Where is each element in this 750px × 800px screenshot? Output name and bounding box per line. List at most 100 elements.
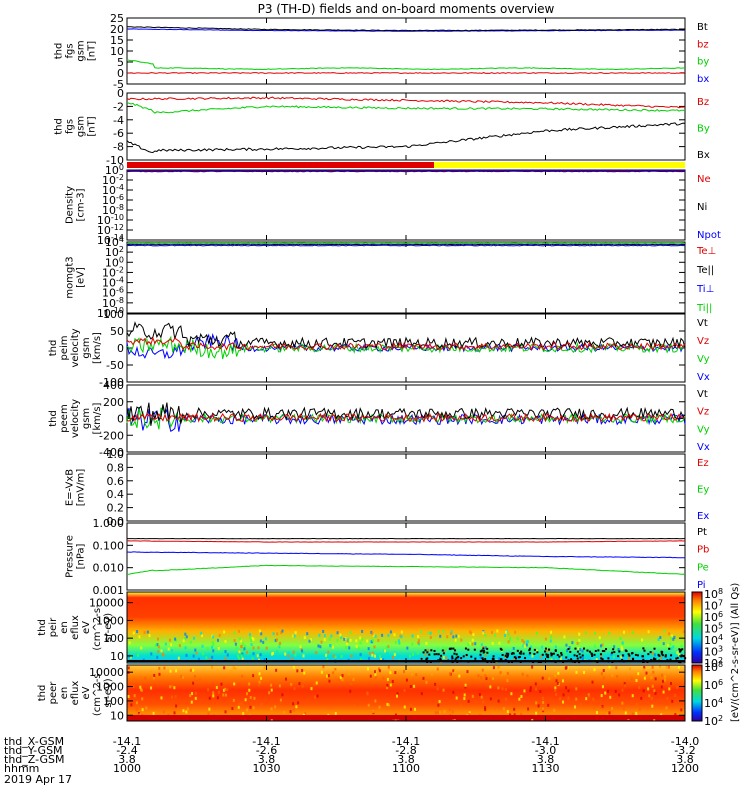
spectrogram-cell xyxy=(189,668,192,672)
y-axis-label-line: velocity xyxy=(70,399,81,438)
spectrogram-cell xyxy=(499,647,502,650)
spectrogram-cell xyxy=(535,701,538,705)
spectrogram-cell xyxy=(578,632,581,636)
spectrogram-cell xyxy=(632,657,635,660)
spectrogram-cell xyxy=(518,697,521,701)
y-tick-label: -400 xyxy=(99,446,124,459)
spectrogram-cell xyxy=(248,688,251,692)
spectrogram-cell xyxy=(565,686,568,690)
y-axis-label: thd peem velocity gsm [km/s] xyxy=(48,399,103,438)
spectrogram-cell xyxy=(547,656,550,659)
spectrogram-cell xyxy=(242,642,245,646)
spectrogram-cell xyxy=(355,644,358,648)
spectrogram-cell xyxy=(455,696,458,700)
spectrogram-cell xyxy=(537,704,540,708)
spectrogram-cell xyxy=(280,631,283,635)
spectrogram-cell xyxy=(648,694,651,698)
spectrogram-cell xyxy=(303,636,306,640)
spectrogram-cell xyxy=(616,675,619,679)
spectrogram-cell xyxy=(270,707,273,711)
spectrogram-cell xyxy=(668,687,671,691)
spectrogram-cell xyxy=(464,683,467,687)
spectrogram-cell xyxy=(263,658,266,662)
spectrogram-cell xyxy=(453,652,456,655)
spectrogram-cell xyxy=(275,681,278,685)
spectrogram-cell xyxy=(170,649,173,653)
spectrogram-cell xyxy=(425,680,428,684)
y-tick-label: 1.0 xyxy=(107,448,125,461)
spectrogram-cell xyxy=(149,670,152,674)
spectrogram-cell xyxy=(635,679,638,683)
series-group-p4 xyxy=(126,242,686,247)
spectrogram-cell xyxy=(480,649,483,652)
spectrogram-cell xyxy=(387,633,390,637)
spectrogram-cell xyxy=(426,651,429,654)
spectrogram-cell xyxy=(624,684,627,688)
spectrogram-cell xyxy=(220,682,223,686)
spectrogram-cell xyxy=(471,642,474,646)
spectrogram-cell xyxy=(310,687,313,691)
spectrogram-cell xyxy=(184,632,187,636)
spectrogram-cell xyxy=(520,650,523,653)
spectrogram-cell xyxy=(672,637,675,641)
ephemeris-value: -14.1 xyxy=(531,735,559,748)
spectrogram-cell xyxy=(200,631,203,635)
spectrogram-cell xyxy=(491,657,494,660)
legend-te⊥: Te⊥ xyxy=(696,246,716,257)
spectrogram-cell xyxy=(252,646,255,650)
spectrogram-cell xyxy=(623,682,626,686)
spectrogram-cell xyxy=(417,639,420,643)
spectrogram-cell xyxy=(290,682,293,686)
spectrogram-cell xyxy=(222,688,225,692)
spectrogram-cell xyxy=(442,688,445,692)
spectrogram-cell xyxy=(520,712,523,716)
spectrogram-cell xyxy=(544,650,547,653)
spectrogram-cell xyxy=(535,687,538,691)
y-tick-label: 0.001 xyxy=(93,584,125,597)
spectrogram-cell xyxy=(237,654,240,658)
spectrogram-cell xyxy=(409,707,412,711)
spectrogram-cell xyxy=(450,632,453,636)
spectrogram-cell xyxy=(262,640,265,644)
spectrogram-cell xyxy=(542,700,545,704)
spectrogram-cell xyxy=(436,711,439,715)
spectrogram-cell xyxy=(575,697,578,701)
spectrogram-cell xyxy=(304,711,307,715)
y-axis-label-line: [mV/m] xyxy=(76,469,87,507)
spectrogram-cell xyxy=(285,677,288,681)
spectrogram-cell xyxy=(202,652,205,656)
spectrogram-cell xyxy=(497,699,500,703)
spectrogram-cell xyxy=(457,655,460,658)
legend-ni: Ni xyxy=(697,202,707,213)
spectrogram-cell xyxy=(281,693,284,697)
spectrogram-cell xyxy=(460,638,463,642)
spectrogram-cell xyxy=(371,653,374,657)
spectrogram-cell xyxy=(592,697,595,701)
spectrogram-cell xyxy=(544,647,547,650)
spectrogram-cell xyxy=(547,654,550,657)
spectrogram-cell xyxy=(380,658,383,662)
spectrogram-cell xyxy=(486,647,489,650)
y-tick-label: 100 xyxy=(103,695,124,708)
y-axis-label-line: Density xyxy=(65,186,76,224)
spectrogram-cell xyxy=(484,706,487,710)
spectrogram-cell xyxy=(417,635,420,639)
spectrogram-cell xyxy=(613,645,616,649)
y-tick-label: 0 xyxy=(117,342,124,355)
legend-ez: Ez xyxy=(697,458,709,469)
spectrogram-cell xyxy=(240,645,243,649)
y-axis-label-line: peer xyxy=(48,681,59,705)
spectrogram-cell xyxy=(355,639,358,643)
spectrogram-cell xyxy=(621,688,624,692)
spectrogram-cell xyxy=(430,649,433,652)
spectrogram-cell xyxy=(438,710,441,714)
spectrogram-cell xyxy=(501,672,504,676)
spectrogram-cell xyxy=(653,689,656,693)
spectrogram-cell xyxy=(163,666,166,670)
spectrogram-cell xyxy=(382,677,385,681)
spectrogram-cell xyxy=(628,655,631,659)
legend-bt: Bt xyxy=(697,22,708,33)
y-tick-label: 50 xyxy=(110,325,124,338)
y-axis-label-line: [nT] xyxy=(87,41,98,61)
spectrogram-cell xyxy=(439,657,442,660)
